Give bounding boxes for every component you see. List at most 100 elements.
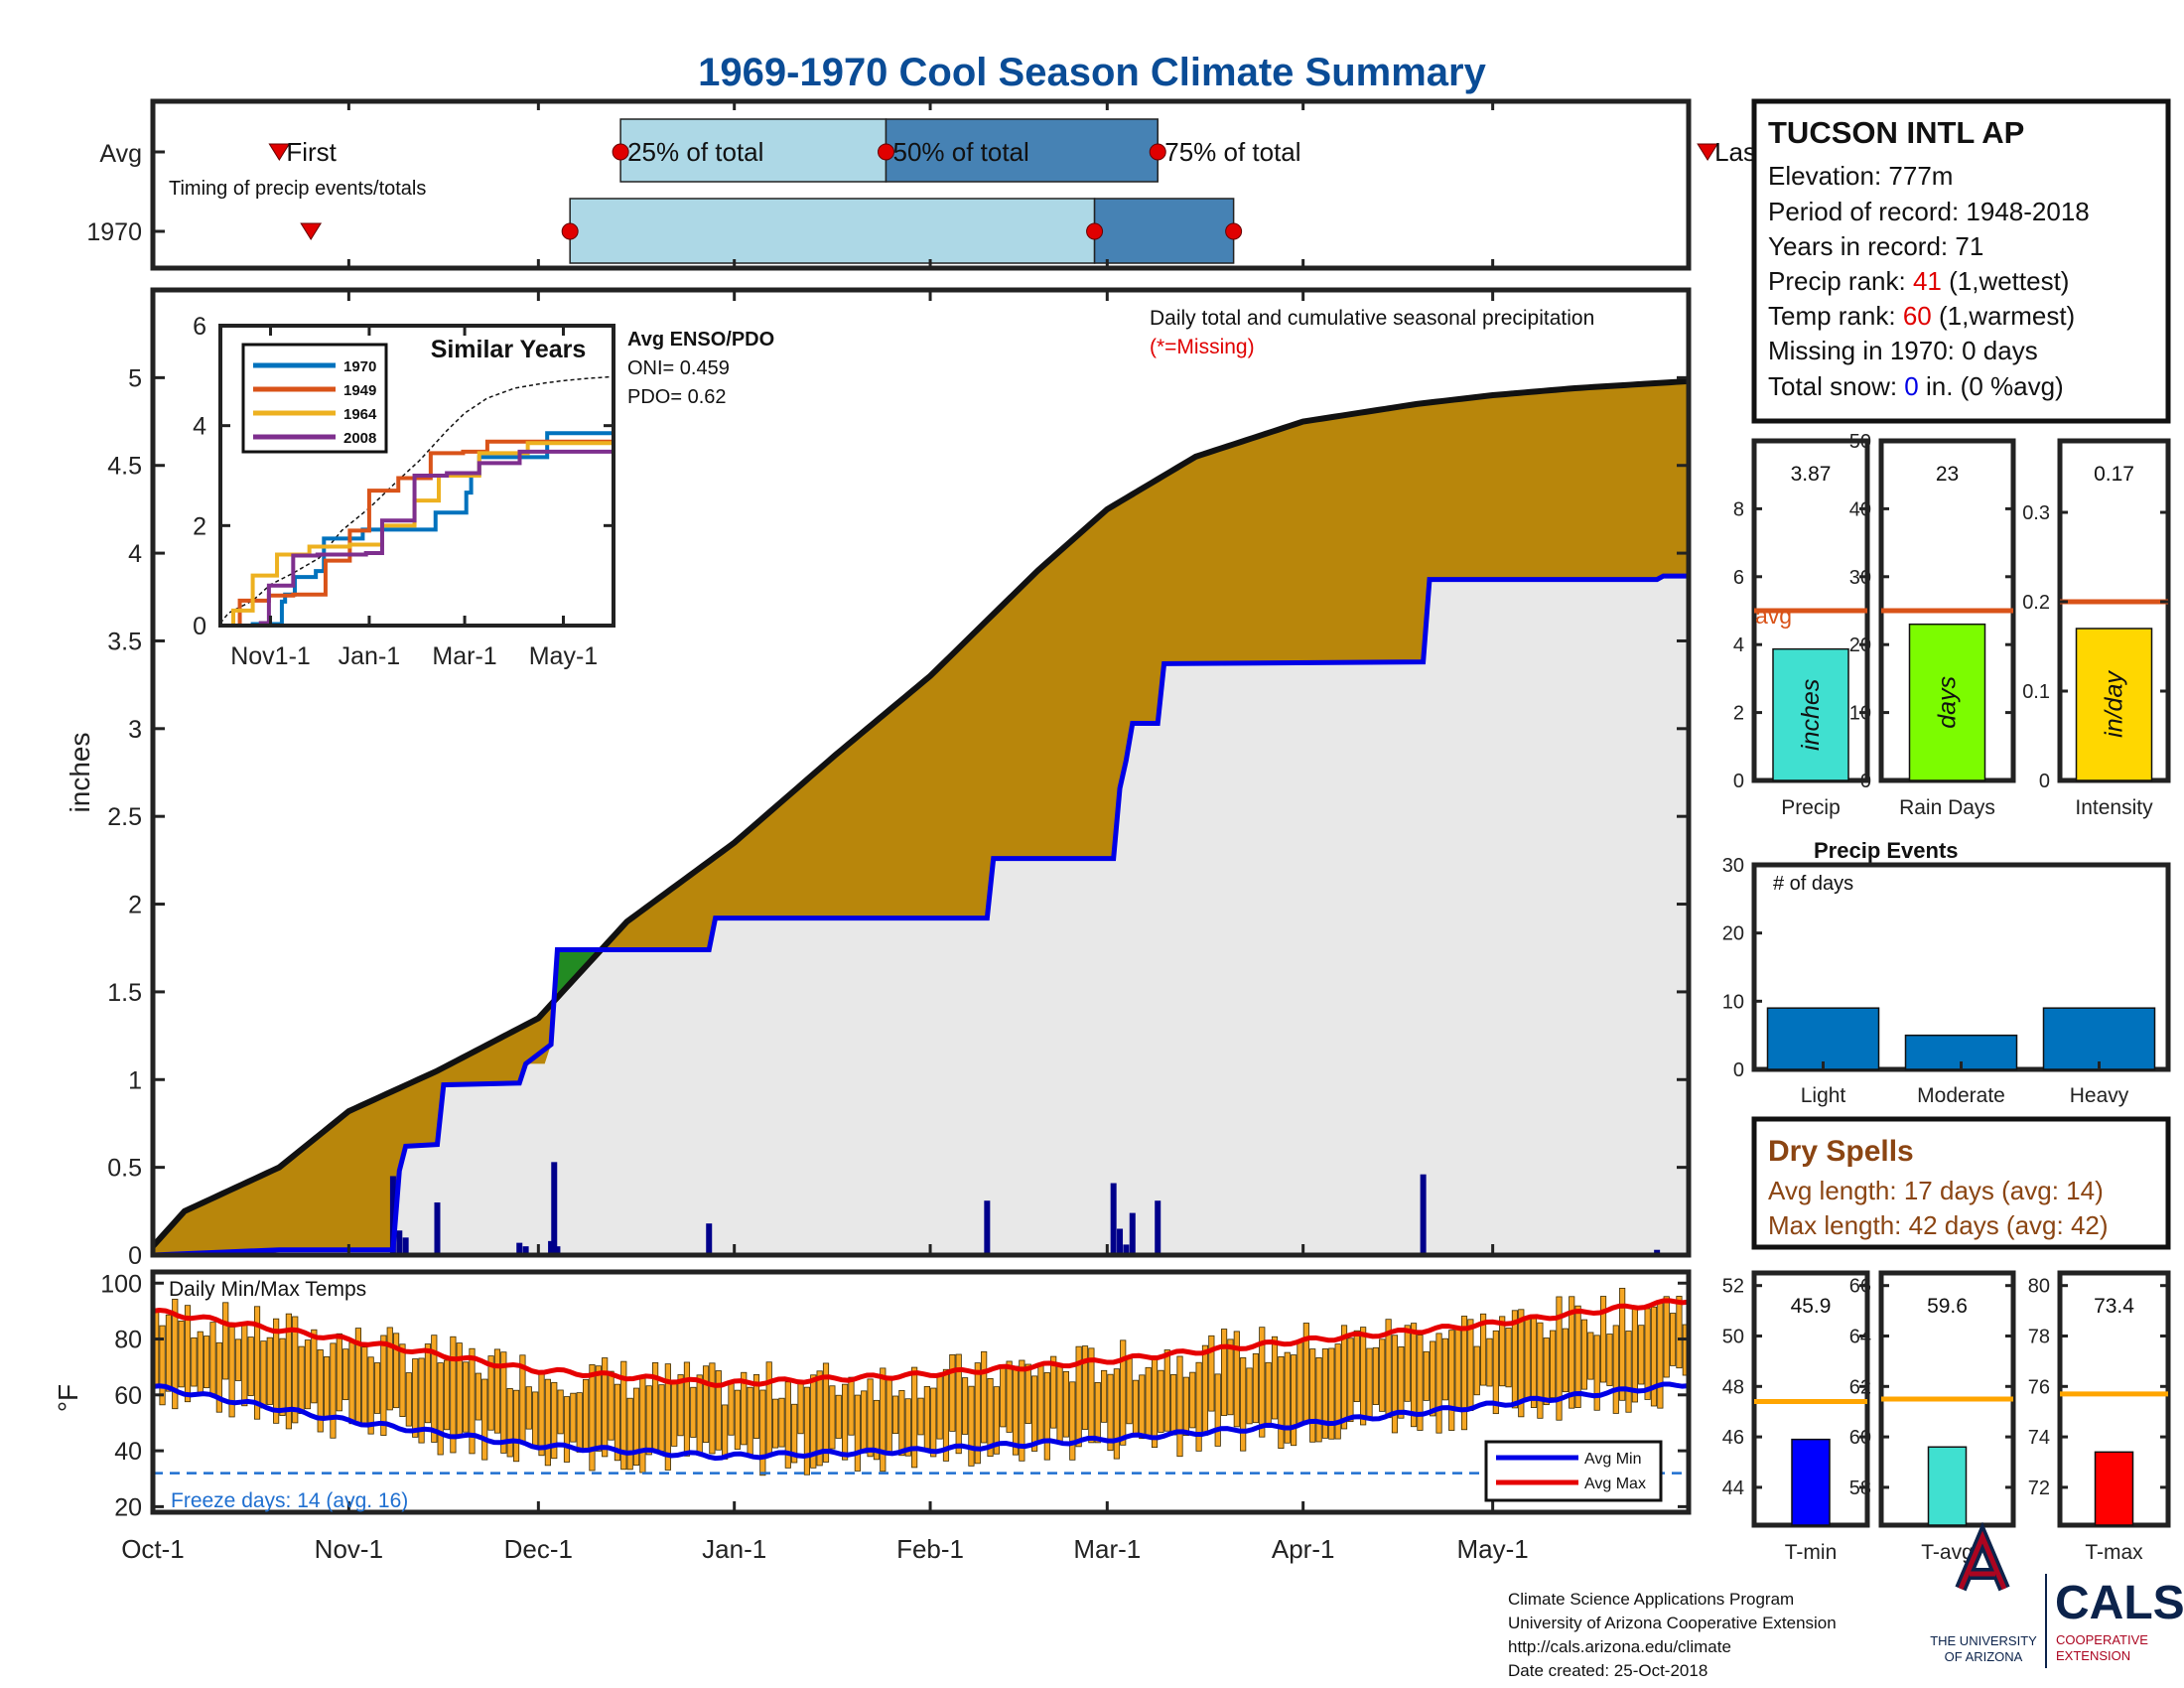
- station-elevation: Elevation: 777m: [1768, 161, 1953, 191]
- temp-daily-bar-81: [664, 1363, 671, 1471]
- temp-daily-bar-149: [1094, 1381, 1101, 1444]
- temp-daily-bar-29: [336, 1333, 342, 1412]
- temp-daily-bar-229: [1599, 1296, 1607, 1383]
- precip-bar-0-ytick-label-0: 0: [1733, 771, 1744, 792]
- temp-daily-bar-173: [1246, 1367, 1253, 1425]
- temp-daily-bar-1: [159, 1325, 166, 1406]
- station-years: Years in record: 71: [1768, 231, 1983, 261]
- temp-daily-bar-41: [412, 1358, 419, 1438]
- similar-legend-label-1970: 1970: [343, 358, 376, 375]
- temp-daily-bar-68: [583, 1378, 590, 1450]
- precip-plot: 0 0.5 1 1.5 2 2.5 3 3.5 4 4.5 5: [107, 290, 1690, 1270]
- temp-daily-bar-95: [752, 1374, 760, 1439]
- month-label-7: May-1: [1457, 1534, 1529, 1564]
- temp-daily-bar-124: [936, 1375, 943, 1440]
- similar-frame: [218, 324, 615, 628]
- temp-daily-bar-142: [1050, 1355, 1057, 1429]
- temp-daily-bar-131: [981, 1350, 988, 1444]
- precip-daily-bar-4: [516, 1242, 523, 1255]
- temp-daily-bar-161: [1170, 1373, 1177, 1436]
- month-axis: Oct-1 Nov-1 Dec-1 Jan-1 Feb-1 Mar-1 Apr-1 May-1: [121, 1534, 1529, 1564]
- temp-daily-bar-133: [993, 1386, 1000, 1455]
- precip-bar-0-ytick-label-4: 8: [1733, 498, 1744, 520]
- footer-line4: Date created: 25-Oct-2018: [1508, 1661, 1707, 1680]
- temp-ytick-label-2: 60: [114, 1382, 142, 1410]
- temp-daily-bar-223: [1562, 1328, 1569, 1393]
- temp-daily-bar-87: [702, 1365, 710, 1444]
- similar-ytick-label-3: 6: [193, 313, 206, 341]
- temp-daily-bar-237: [1650, 1306, 1658, 1407]
- temp-bar-0-category: T-min: [1785, 1541, 1838, 1564]
- timing-avg-last-marker: [1697, 143, 1719, 161]
- timing-note: Timing of precip events/totals: [169, 178, 426, 200]
- temp-daily-bar-157: [1145, 1366, 1152, 1438]
- temp-daily-bar-200: [1417, 1335, 1424, 1431]
- precip-bar-1-unit: days: [1934, 676, 1962, 729]
- temp-daily-bar-33: [361, 1346, 368, 1426]
- temp-daily-bar-112: [861, 1390, 868, 1454]
- timing-1970-p25-marker: [561, 222, 579, 240]
- temp-daily-bar-226: [1580, 1319, 1588, 1390]
- temp-daily-bar-210: [1480, 1313, 1487, 1386]
- university-logo: THE UNIVERSITY OF ARIZONA: [1930, 1521, 2037, 1664]
- temp-daily-bar-34: [367, 1356, 374, 1435]
- temp-daily-bar-125: [942, 1368, 950, 1462]
- timing-avg-first-marker: [268, 143, 291, 161]
- temp-daily-bar-175: [1259, 1327, 1266, 1438]
- precip-daily-bar-14: [1129, 1212, 1136, 1255]
- events-category-1: Moderate: [1917, 1084, 2005, 1107]
- precip-bar-1-bar: [1908, 623, 1986, 781]
- temp-daily-bar-179: [1284, 1351, 1291, 1444]
- similar-title: Similar Years: [431, 336, 587, 363]
- temp-daily-bar-24: [304, 1339, 312, 1410]
- temp-daily-bar-30: [342, 1348, 349, 1401]
- temp-daily-bar-241: [1676, 1296, 1683, 1369]
- temp-daily-bar-222: [1556, 1296, 1563, 1421]
- temp-daily-bar-76: [632, 1387, 640, 1466]
- precip-daily-bar-1: [396, 1230, 403, 1255]
- temp-daily-bar-106: [822, 1362, 830, 1463]
- cals-sub-2: EXTENSION: [2056, 1648, 2130, 1663]
- temp-daily-bar-171: [1233, 1331, 1240, 1428]
- timing-avg-p25-marker: [612, 143, 629, 161]
- temp-daily-bar-115: [880, 1367, 887, 1473]
- temp-bar-2-ytick-label-0: 72: [2028, 1477, 2050, 1499]
- temp-bar-1-ytick-label-0: 58: [1849, 1477, 1871, 1499]
- temp-daily-bar-132: [987, 1377, 994, 1458]
- timing-row-avg: Avg: [99, 140, 142, 168]
- temp-daily-bar-116: [886, 1375, 892, 1455]
- temp-daily-bar-91: [728, 1382, 735, 1436]
- temp-daily-bar-172: [1240, 1357, 1247, 1452]
- temp-bar-1-ytick-label-4: 66: [1849, 1276, 1871, 1298]
- temp-daily-bar-69: [589, 1364, 596, 1472]
- dry-spells-frame: [1751, 1116, 2171, 1250]
- temp-daily-bar-2: [165, 1314, 172, 1392]
- temp-daily-bar-77: [639, 1374, 646, 1474]
- temp-daily-bar-86: [696, 1374, 703, 1456]
- temp-daily-bar-117: [891, 1395, 899, 1435]
- temp-daily-bar-55: [500, 1351, 507, 1454]
- temp-daily-bar-90: [722, 1404, 729, 1460]
- precip-bar-1-category: Rain Days: [1899, 796, 1995, 819]
- temp-daily-bar-73: [614, 1383, 621, 1462]
- temp-daily-bar-23: [298, 1345, 305, 1414]
- temp-daily-bar-14: [241, 1324, 248, 1407]
- temp-daily-bar-155: [1132, 1379, 1140, 1437]
- temp-legend: Avg Min Avg Max: [1484, 1440, 1663, 1502]
- temp-bar-1-bar: [1927, 1446, 1968, 1526]
- similar-ytick-label-2: 4: [193, 413, 206, 441]
- temp-daily-bar-134: [1000, 1365, 1007, 1428]
- timing-label-p75: 75% of total: [1164, 137, 1300, 167]
- temp-daily-bar-84: [683, 1361, 691, 1457]
- precip-bar-1-ytick-label-3: 30: [1849, 567, 1871, 589]
- temp-daily-bar-67: [576, 1392, 583, 1453]
- precip-events-panel: Precip Events Light Moderate Heavy0102030 …: [1722, 838, 2171, 1107]
- temp-daily-bar-193: [1372, 1346, 1379, 1405]
- dry-spells-box: Dry Spells Avg length: 17 days (avg: 14)…: [1751, 1116, 2171, 1250]
- temp-daily-bar-89: [715, 1370, 722, 1451]
- temp-daily-bar-127: [955, 1353, 962, 1455]
- temp-daily-bar-176: [1265, 1361, 1272, 1424]
- temp-daily-bar-220: [1543, 1337, 1550, 1406]
- similar-xtick-label-3: May-1: [529, 642, 598, 670]
- temp-daily-bar-190: [1353, 1330, 1360, 1403]
